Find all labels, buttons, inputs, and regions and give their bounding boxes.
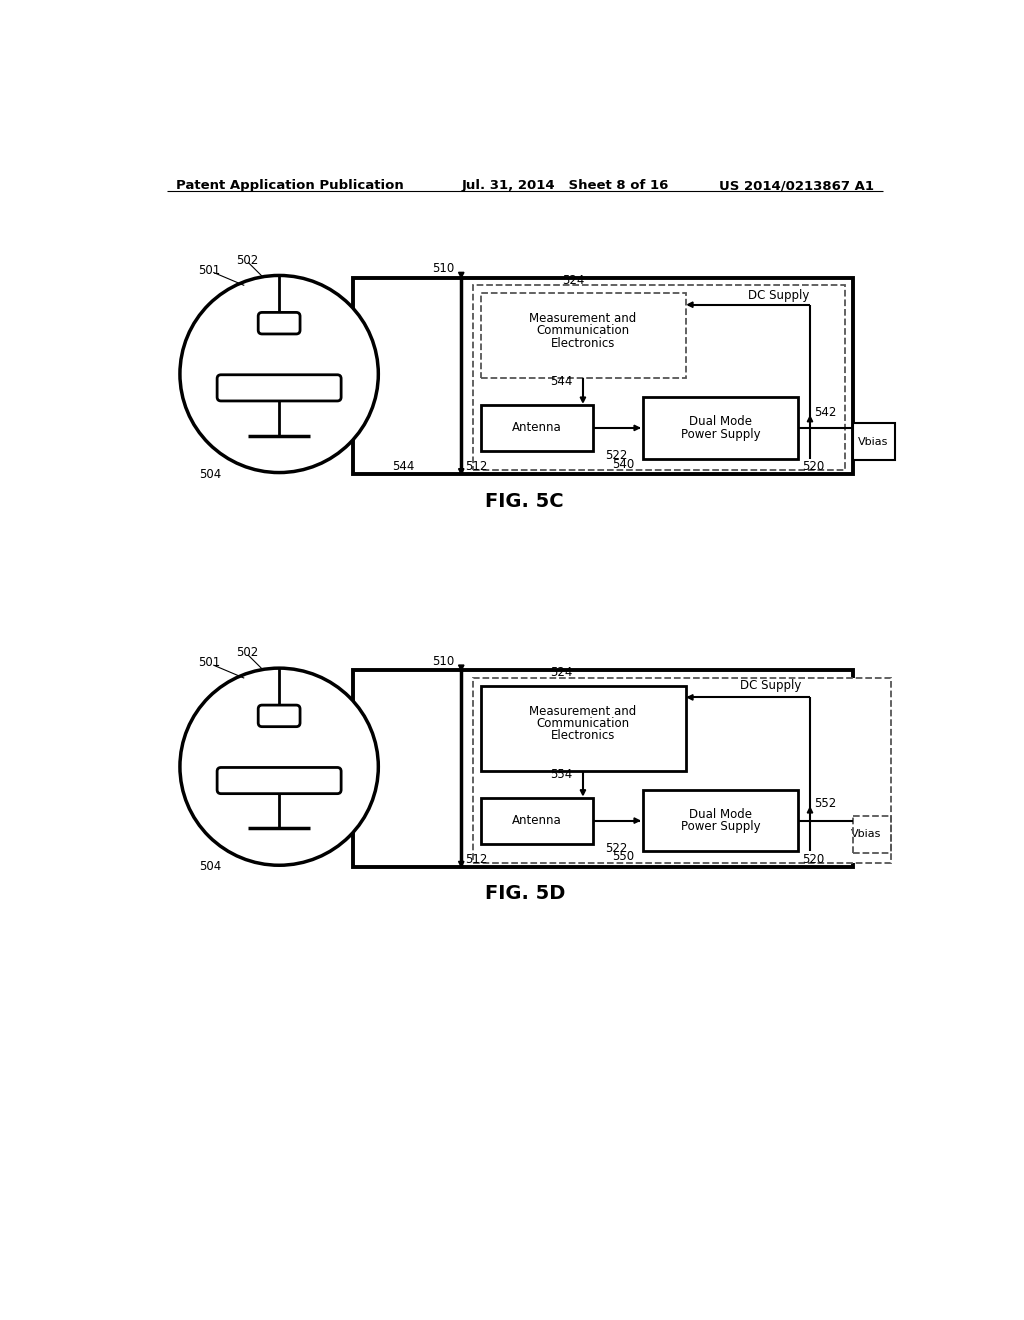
Polygon shape [459,862,464,867]
Bar [643,789,799,851]
Bar [352,277,853,474]
Circle shape [180,668,378,866]
Text: 512: 512 [465,459,487,473]
Polygon shape [687,302,693,308]
Bar [480,405,593,451]
Text: 540: 540 [612,458,635,471]
FancyBboxPatch shape [258,705,300,726]
Text: 504: 504 [200,467,221,480]
Polygon shape [459,665,464,671]
Text: FIG. 5C: FIG. 5C [485,491,564,511]
Text: Communication: Communication [537,325,630,338]
Text: Electronics: Electronics [551,730,615,742]
FancyBboxPatch shape [217,375,341,401]
Polygon shape [634,425,640,430]
Text: Dual Mode: Dual Mode [689,416,753,428]
Text: Antenna: Antenna [512,421,561,434]
Text: 504: 504 [200,861,221,874]
Text: DC Supply: DC Supply [748,289,809,302]
Text: 554: 554 [550,768,572,781]
Text: 520: 520 [802,459,824,473]
FancyBboxPatch shape [217,767,341,793]
Text: Power Supply: Power Supply [681,428,761,441]
Circle shape [180,276,378,473]
Text: Antenna: Antenna [512,814,561,828]
Text: Vbias: Vbias [851,829,882,840]
Polygon shape [581,397,586,403]
Text: 552: 552 [814,797,837,810]
Polygon shape [459,469,464,474]
Text: 522: 522 [604,449,627,462]
Bar [352,671,853,867]
Polygon shape [634,818,640,824]
Polygon shape [459,272,464,277]
FancyBboxPatch shape [258,313,300,334]
Text: 510: 510 [432,655,455,668]
Bar [480,293,686,378]
Text: 550: 550 [612,850,635,863]
Text: 501: 501 [198,264,220,277]
Bar [473,678,891,863]
Polygon shape [581,789,586,795]
Text: 524: 524 [550,667,572,680]
Bar [480,686,686,771]
Text: 542: 542 [814,407,837,418]
Text: 544: 544 [550,375,572,388]
Text: 512: 512 [465,853,487,866]
Text: Power Supply: Power Supply [681,820,761,833]
Text: 522: 522 [604,842,627,855]
Text: 520: 520 [802,853,824,866]
Bar [480,797,593,843]
Bar [853,424,895,461]
Text: 510: 510 [432,261,455,275]
Text: DC Supply: DC Supply [740,680,802,693]
Text: US 2014/0213867 A1: US 2014/0213867 A1 [719,180,873,193]
Text: 502: 502 [237,647,259,659]
Text: Patent Application Publication: Patent Application Publication [176,180,403,193]
Text: Vbias: Vbias [858,437,889,446]
Bar [643,397,799,459]
Text: FIG. 5D: FIG. 5D [484,884,565,903]
Text: 501: 501 [198,656,220,669]
Bar [473,285,845,470]
Text: Jul. 31, 2014   Sheet 8 of 16: Jul. 31, 2014 Sheet 8 of 16 [461,180,669,193]
Polygon shape [807,808,813,813]
Text: 544: 544 [392,459,415,473]
Text: Communication: Communication [537,717,630,730]
Text: Measurement and: Measurement and [529,705,637,718]
Text: 502: 502 [237,253,259,267]
Text: 524: 524 [562,273,585,286]
Text: Electronics: Electronics [551,337,615,350]
Polygon shape [807,416,813,422]
Polygon shape [687,694,693,700]
Text: Measurement and: Measurement and [529,312,637,325]
Text: Dual Mode: Dual Mode [689,808,753,821]
